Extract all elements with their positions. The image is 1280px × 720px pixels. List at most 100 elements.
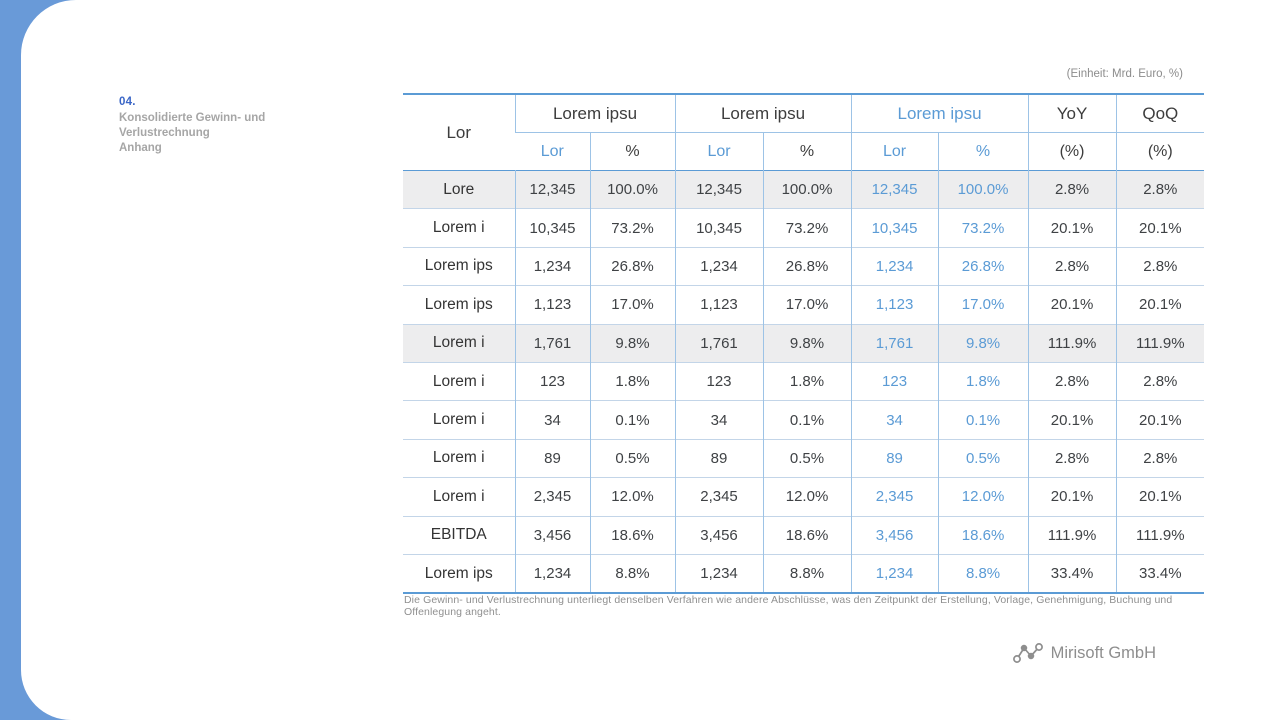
value-cell: 2.8% bbox=[1027, 438, 1117, 478]
value-cell: 26.8% bbox=[589, 246, 676, 286]
value-cell: 10,345 bbox=[674, 208, 764, 248]
value-cell: 89 bbox=[674, 438, 764, 478]
subheader-g3-lor: Lor bbox=[850, 132, 939, 171]
subheader-yoy-pct: (%) bbox=[1027, 132, 1117, 171]
value-cell: 1,123 bbox=[674, 285, 764, 325]
value-cell: 20.1% bbox=[1027, 285, 1117, 325]
value-cell: 89 bbox=[514, 438, 590, 478]
table-row: Lorem i 1,761 9.8% 1,761 9.8% 1,761 9.8% 111.9%… bbox=[403, 323, 1205, 363]
value-cell: 20.1% bbox=[1027, 400, 1117, 440]
table-row: Lorem i 123 1.8% 123 1.8% 123 1.8% 2.8% 2.8% bbox=[403, 361, 1205, 401]
value-cell: 3,456 bbox=[674, 515, 764, 555]
value-cell: 10,345 bbox=[514, 208, 590, 248]
value-cell: 2.8% bbox=[1027, 246, 1117, 286]
value-cell: 8.8% bbox=[937, 553, 1029, 594]
value-cell: 1,234 bbox=[674, 246, 764, 286]
value-cell: 1,761 bbox=[514, 323, 590, 363]
value-cell: 20.1% bbox=[1115, 208, 1205, 248]
value-cell: 20.1% bbox=[1115, 400, 1205, 440]
value-cell: 1.8% bbox=[762, 361, 852, 401]
row-label-cell: Lorem i bbox=[403, 208, 515, 248]
value-cell: 1,234 bbox=[850, 246, 939, 286]
value-cell: 100.0% bbox=[937, 170, 1029, 209]
row-label-cell: Lorem ips bbox=[403, 553, 515, 594]
value-cell: 1,761 bbox=[674, 323, 764, 363]
value-cell: 20.1% bbox=[1115, 477, 1205, 517]
row-label-cell: Lorem i bbox=[403, 323, 515, 363]
value-cell: 111.9% bbox=[1115, 323, 1205, 363]
logo-text: Mirisoft GmbH bbox=[1050, 643, 1156, 662]
value-cell: 123 bbox=[850, 361, 939, 401]
subheader-g2-pct: % bbox=[762, 132, 852, 171]
value-cell: 111.9% bbox=[1027, 323, 1117, 363]
value-cell: 3,456 bbox=[514, 515, 590, 555]
value-cell: 1,234 bbox=[514, 246, 590, 286]
value-cell: 123 bbox=[674, 361, 764, 401]
value-cell: 34 bbox=[514, 400, 590, 440]
value-cell: 20.1% bbox=[1027, 477, 1117, 517]
value-cell: 100.0% bbox=[762, 170, 852, 209]
table-row: Lore 12,345 100.0% 12,345 100.0% 12,345 100.0%… bbox=[403, 170, 1205, 209]
column-header-yoy: YoY bbox=[1027, 94, 1117, 133]
table-row: Lorem ips 1,234 26.8% 1,234 26.8% 1,234 26.8% 2… bbox=[403, 246, 1205, 286]
value-cell: 73.2% bbox=[937, 208, 1029, 248]
value-cell: 73.2% bbox=[762, 208, 852, 248]
subheader-g2-lor: Lor bbox=[674, 132, 764, 171]
value-cell: 111.9% bbox=[1027, 515, 1117, 555]
value-cell: 0.1% bbox=[762, 400, 852, 440]
value-cell: 2.8% bbox=[1115, 361, 1205, 401]
value-cell: 100.0% bbox=[589, 170, 676, 209]
value-cell: 3,456 bbox=[850, 515, 939, 555]
value-cell: 2.8% bbox=[1027, 361, 1117, 401]
value-cell: 8.8% bbox=[762, 553, 852, 594]
value-cell: 1,234 bbox=[850, 553, 939, 594]
table-row: Lorem ips 1,123 17.0% 1,123 17.0% 1,123 17.0% 2… bbox=[403, 285, 1205, 325]
value-cell: 1,123 bbox=[850, 285, 939, 325]
value-cell: 12.0% bbox=[589, 477, 676, 517]
value-cell: 123 bbox=[514, 361, 590, 401]
value-cell: 0.5% bbox=[937, 438, 1029, 478]
footnote: Die Gewinn- und Verlustrechnung unterlie… bbox=[404, 594, 1173, 618]
row-label-cell: Lorem i bbox=[403, 477, 515, 517]
row-label-cell: Lorem i bbox=[403, 438, 515, 478]
table-body: Lore 12,345 100.0% 12,345 100.0% 12,345 100.0%… bbox=[403, 170, 1205, 594]
value-cell: 10,345 bbox=[850, 208, 939, 248]
value-cell: 17.0% bbox=[589, 285, 676, 325]
value-cell: 0.5% bbox=[762, 438, 852, 478]
subheader-qoq-pct: (%) bbox=[1115, 132, 1205, 171]
value-cell: 2,345 bbox=[850, 477, 939, 517]
unit-note: (Einheit: Mrd. Euro, %) bbox=[1066, 68, 1183, 80]
value-cell: 26.8% bbox=[937, 246, 1029, 286]
value-cell: 26.8% bbox=[762, 246, 852, 286]
column-header-label: Lor bbox=[446, 122, 472, 142]
value-cell: 12,345 bbox=[850, 170, 939, 209]
value-cell: 9.8% bbox=[937, 323, 1029, 363]
row-label-cell: EBITDA bbox=[403, 515, 515, 555]
value-cell: 2,345 bbox=[514, 477, 590, 517]
value-cell: 9.8% bbox=[589, 323, 676, 363]
value-cell: 17.0% bbox=[762, 285, 852, 325]
subheader-g3-pct: % bbox=[937, 132, 1029, 171]
row-label-cell: Lore bbox=[403, 170, 515, 209]
value-cell: 12,345 bbox=[674, 170, 764, 209]
subheader-g1-pct: % bbox=[589, 132, 676, 171]
value-cell: 0.5% bbox=[589, 438, 676, 478]
value-cell: 2,345 bbox=[674, 477, 764, 517]
molecule-icon bbox=[1012, 643, 1043, 663]
row-label-cell: Lorem ips bbox=[403, 285, 515, 325]
value-cell: 1.8% bbox=[937, 361, 1029, 401]
section-number: 04. bbox=[119, 96, 136, 108]
value-cell: 0.1% bbox=[589, 400, 676, 440]
table-row: Lorem i 10,345 73.2% 10,345 73.2% 10,345 73.2%… bbox=[403, 208, 1205, 248]
value-cell: 33.4% bbox=[1027, 553, 1117, 594]
subheader-g1-lor: Lor bbox=[515, 132, 590, 171]
value-cell: 20.1% bbox=[1027, 208, 1117, 248]
value-cell: 9.8% bbox=[762, 323, 852, 363]
value-cell: 12,345 bbox=[514, 170, 590, 209]
table-row: Lorem i 2,345 12.0% 2,345 12.0% 2,345 12.0% 20.… bbox=[403, 477, 1205, 517]
value-cell: 12.0% bbox=[937, 477, 1029, 517]
value-cell: 20.1% bbox=[1115, 285, 1205, 325]
value-cell: 0.1% bbox=[937, 400, 1029, 440]
table-row: Lorem ips 1,234 8.8% 1,234 8.8% 1,234 8.8% 33.4… bbox=[403, 553, 1205, 594]
row-label-cell: Lorem i bbox=[403, 361, 515, 401]
